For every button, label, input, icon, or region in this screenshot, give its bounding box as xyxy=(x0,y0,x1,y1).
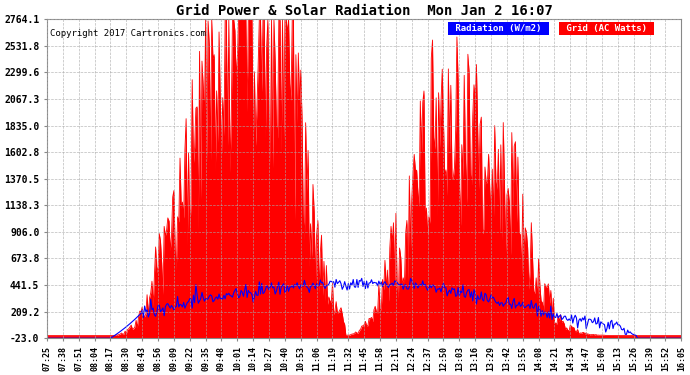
Text: Grid (AC Watts): Grid (AC Watts) xyxy=(561,24,652,33)
Text: Radiation (W/m2): Radiation (W/m2) xyxy=(450,24,546,33)
Text: Copyright 2017 Cartronics.com: Copyright 2017 Cartronics.com xyxy=(50,29,206,38)
Title: Grid Power & Solar Radiation  Mon Jan 2 16:07: Grid Power & Solar Radiation Mon Jan 2 1… xyxy=(176,4,553,18)
